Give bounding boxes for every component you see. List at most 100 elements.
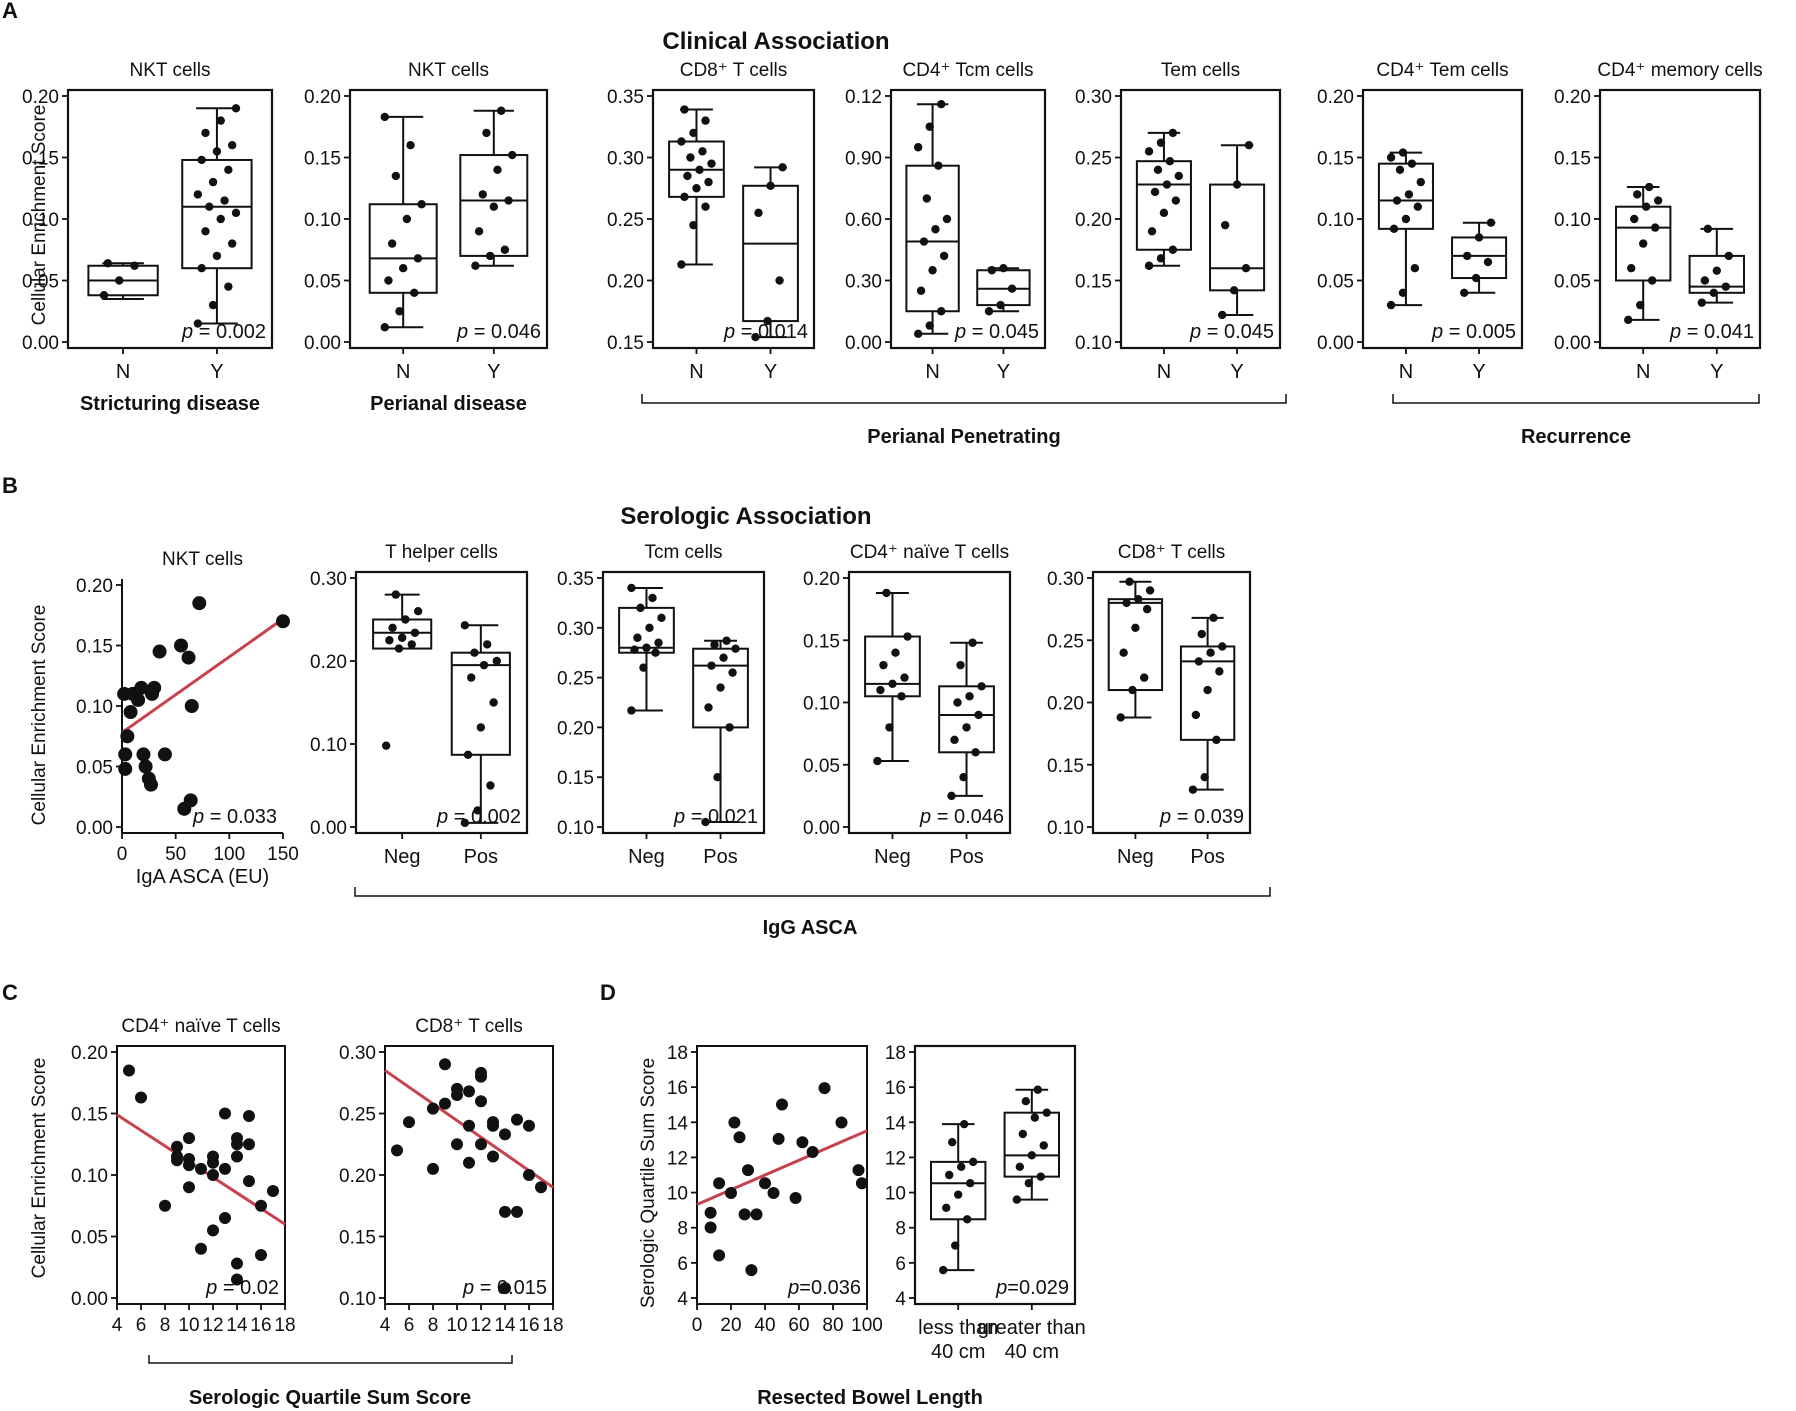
y-tick-label: 0.10 [557, 818, 594, 839]
x-category-label: Neg [1117, 846, 1154, 868]
x-tick-label: 12 [470, 1315, 491, 1336]
x-category-label: N [1636, 361, 1650, 383]
data-point [380, 323, 389, 332]
data-point [1386, 300, 1396, 310]
data-point [852, 1164, 865, 1177]
data-point [1042, 1108, 1051, 1117]
data-point [939, 1265, 948, 1275]
data-point [713, 1249, 726, 1262]
box-iqr [864, 635, 921, 698]
data-point [1410, 264, 1420, 273]
x-tick-label: 150 [267, 844, 299, 865]
p-value-label: p = 0.039 [1159, 806, 1244, 828]
data-point [387, 239, 397, 248]
y-tick-label: 0.00 [310, 818, 347, 839]
data-point [523, 1119, 535, 1132]
y-tick-label: 0.15 [1317, 149, 1354, 170]
y-tick-label: 0.15 [803, 631, 840, 652]
data-point [1220, 220, 1230, 230]
x-tick-label: 16 [518, 1315, 539, 1336]
data-point [919, 237, 929, 246]
data-point [677, 137, 686, 146]
data-point [654, 638, 663, 647]
data-point [713, 1177, 726, 1190]
y-tick-label: 0.10 [339, 1289, 376, 1310]
x-category-label: less than [918, 1317, 998, 1339]
x-category-label: 40 cm [1005, 1341, 1059, 1363]
data-point [701, 202, 710, 211]
data-point [928, 266, 937, 275]
data-point [406, 141, 415, 150]
y-tick-label: 0.05 [22, 272, 59, 293]
data-point [183, 1159, 195, 1172]
x-tick-label: 18 [274, 1315, 295, 1336]
data-point [276, 614, 290, 629]
data-point [1721, 282, 1730, 291]
x-tick-label: 6 [404, 1315, 415, 1336]
panel-frame [601, 570, 766, 835]
data-point [231, 1150, 243, 1163]
y-tick-label: 6 [677, 1254, 688, 1275]
x-tick-label: 18 [542, 1315, 563, 1336]
x-category-label: Pos [703, 846, 737, 868]
y-tick-label: 6 [895, 1254, 906, 1275]
data-point [698, 147, 707, 156]
data-point [476, 723, 486, 732]
data-point [1630, 214, 1639, 224]
data-point [725, 1187, 737, 1200]
data-point [395, 307, 404, 316]
group-label-resected-bowel: Resected Bowel Length [757, 1387, 983, 1409]
data-point [1697, 298, 1707, 307]
data-point [231, 1273, 243, 1286]
box-1 [976, 264, 1031, 316]
data-point [704, 1221, 717, 1234]
data-point [968, 638, 977, 647]
data-point [1156, 138, 1166, 147]
data-point [778, 163, 787, 172]
y-tick-label: 12 [667, 1148, 688, 1169]
data-point [485, 251, 495, 261]
x-category-label: Pos [949, 846, 983, 868]
data-point [413, 254, 423, 263]
data-point [208, 177, 218, 187]
data-point [695, 165, 704, 174]
data-point [184, 699, 199, 713]
data-point [1392, 196, 1402, 205]
data-point [1027, 1151, 1037, 1160]
data-point [945, 1170, 954, 1180]
data-point [1389, 224, 1399, 234]
y-tick-label: 18 [885, 1043, 906, 1064]
panel-b1: NKT cells 0.00 0.05 0.10 0.15 0.20 0 50 100 150Ig… [76, 549, 299, 888]
data-point [1398, 288, 1408, 297]
x-tick-label: 12 [202, 1315, 223, 1336]
p-value-label: p = 0.041 [1669, 321, 1754, 343]
panel-b5: CD8⁺ T cells 0.10 0.15 0.20 0.25 0.30 Neg Pos p … [1047, 542, 1252, 868]
y-tick-label: 0.20 [1317, 87, 1354, 108]
panel-title: CD4⁺ naïve T cells [850, 542, 1009, 563]
data-point [648, 593, 657, 603]
data-point [937, 307, 946, 316]
y-tick-label: 0.90 [845, 149, 882, 170]
data-point [1116, 713, 1125, 722]
y-tick-label: 8 [895, 1219, 906, 1240]
data-point [475, 1095, 487, 1108]
data-point [1401, 214, 1411, 224]
data-point [231, 104, 241, 113]
x-category-label: N [689, 361, 703, 383]
data-point [212, 251, 222, 261]
data-point [1398, 148, 1408, 157]
data-point [1386, 153, 1396, 162]
data-point [403, 1116, 415, 1129]
data-point [1483, 257, 1493, 267]
data-point [1145, 586, 1155, 595]
data-point [478, 190, 487, 199]
data-point [1144, 147, 1154, 156]
y-tick-label: 0.25 [339, 1105, 376, 1126]
y-tick-label: 0.10 [310, 735, 347, 756]
data-point [208, 300, 218, 310]
x-tick-label: 60 [788, 1315, 809, 1336]
box-0 [905, 100, 960, 338]
y-tick-label: 0.00 [803, 818, 840, 839]
